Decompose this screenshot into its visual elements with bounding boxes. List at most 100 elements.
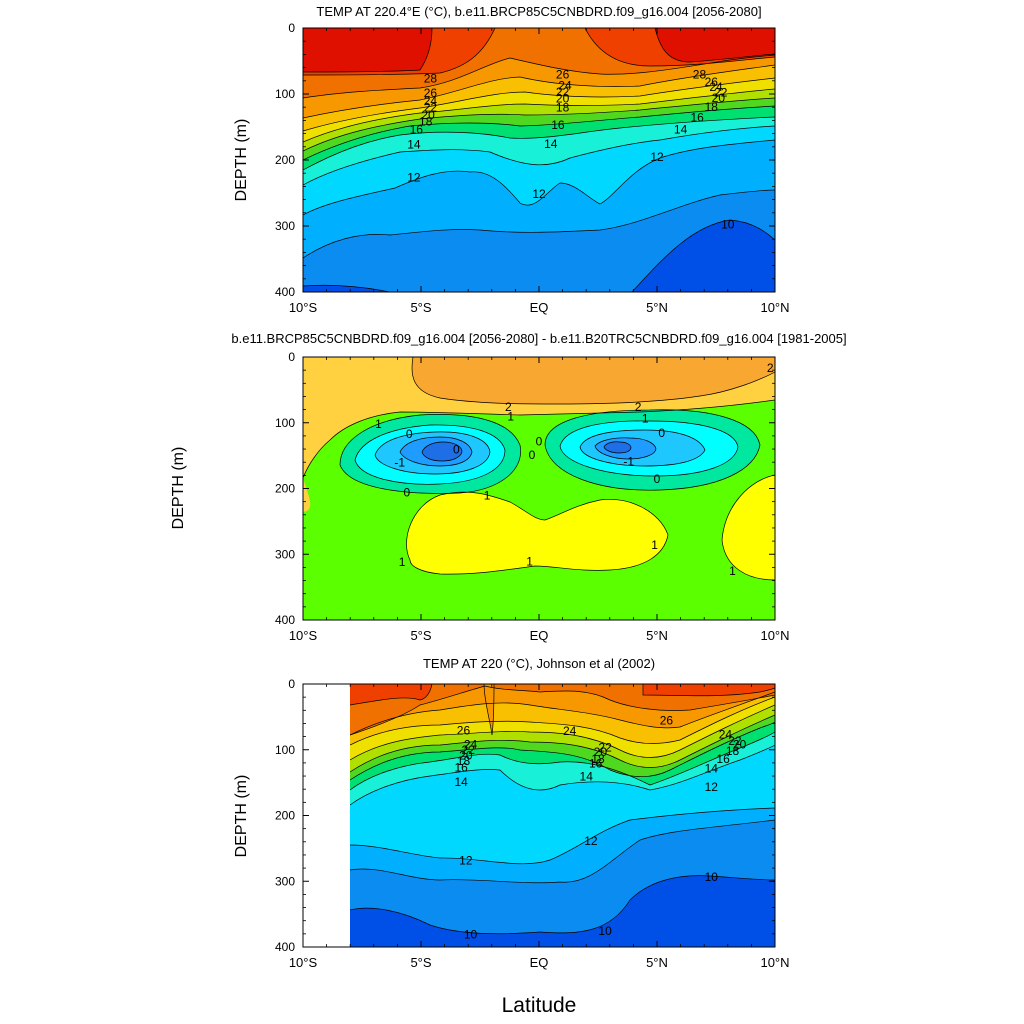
panel-1-contour-labels: 2826242220181614122624222018161412282624…: [407, 68, 735, 232]
isotherm-16: [303, 105, 775, 161]
panel-1-ylabel: DEPTH (m): [233, 119, 250, 202]
diff-contour-m2-west: [421, 441, 463, 462]
isotherm-29b: [654, 28, 775, 63]
obs-isotherm-27a: [350, 684, 433, 706]
contour-label: 2: [505, 400, 512, 414]
obs-isotherm-16: [350, 721, 775, 781]
contour-label: 2: [767, 361, 774, 375]
contour-label: 28: [693, 68, 707, 82]
figure-xlabel: Latitude: [502, 994, 577, 1017]
panel-3: TEMP AT 220 (°C), Johnson et al (2002): [233, 656, 790, 970]
contour-label: 10: [705, 870, 719, 884]
diff-band-neg-west-3: [422, 442, 462, 461]
contour-label: 26: [705, 75, 719, 89]
contour-label: 12: [532, 187, 546, 201]
contour-label: -1: [623, 454, 634, 468]
panel-3-filled-contours: 2624222018161412102422201816141210262422…: [350, 684, 775, 947]
obs-isotherm-24: [350, 691, 775, 736]
x-tick-label: 5°S: [410, 628, 431, 643]
panel-2-contour-lines: [303, 357, 775, 581]
diff-contour-1-east: [721, 474, 775, 581]
contour-label: 0: [403, 485, 410, 499]
contour-label: 16: [454, 760, 468, 774]
contour-label: 22: [424, 101, 438, 115]
isotherm-13: [303, 125, 775, 186]
contour-label: 22: [462, 743, 476, 757]
contour-label: 1: [507, 410, 514, 424]
contour-label: 14: [454, 775, 468, 789]
panel-2-ylabel: DEPTH (m): [170, 447, 187, 530]
diff-band-1-2-deep-south: [406, 492, 668, 575]
contour-label: 20: [556, 91, 570, 105]
diff-contour-2: [411, 357, 775, 405]
contour-label: 22: [728, 734, 742, 748]
temp-band-29-plus-east: [655, 28, 775, 62]
diff-contour-m15-west: [399, 436, 473, 467]
contour-label: 16: [410, 122, 424, 136]
obs-band-26-plus-east: [643, 684, 775, 696]
obs-isotherm-tongue: [483, 684, 495, 736]
contour-label: 12: [650, 150, 664, 164]
diff-contour-1-deep: [406, 491, 669, 575]
y-tick-label: 0: [288, 677, 295, 691]
x-tick-label: 10°S: [289, 300, 318, 315]
contour-label: 24: [563, 724, 577, 738]
y-tick-label: 400: [275, 285, 295, 299]
isotherm-12: [303, 139, 775, 216]
contour-label: 16: [716, 752, 730, 766]
isotherm-20: [303, 88, 775, 143]
contour-label: 16: [589, 756, 603, 770]
contour-label: 18: [705, 100, 719, 114]
contour-label: 14: [705, 762, 719, 776]
y-tick-label: 0: [288, 350, 295, 364]
contour-label: 20: [459, 748, 473, 762]
contour-label: 1: [642, 412, 649, 426]
obs-isotherm-11: [350, 819, 775, 884]
contour-label: 2: [635, 400, 642, 414]
contour-label: 24: [424, 94, 438, 108]
y-tick-label: 300: [275, 219, 295, 233]
isotherm-28a: [303, 28, 496, 76]
contour-label: 18: [726, 744, 740, 758]
panel-1-filled-contours: 2826242220181614122624222018161412282624…: [303, 28, 775, 292]
x-tick-label: 5°N: [646, 628, 668, 643]
y-tick-label: 200: [275, 482, 295, 496]
x-tick-label: EQ: [530, 955, 549, 970]
x-tick-label: 10°N: [760, 628, 789, 643]
y-tick-label: 200: [275, 809, 295, 823]
y-tick-label: 400: [275, 940, 295, 954]
contour-label: 0: [536, 435, 543, 449]
contour-label: 12: [584, 834, 598, 848]
x-tick-label: EQ: [530, 628, 549, 643]
contour-label: 1: [526, 554, 533, 568]
diff-contour-m1-east: [579, 429, 706, 467]
contour-label: -1: [394, 456, 405, 470]
contour-label: 20: [712, 91, 726, 105]
obs-band-26-plus: [350, 684, 775, 735]
contour-label: 26: [457, 724, 471, 738]
obs-isotherm-27b: [642, 684, 775, 697]
obs-isotherm-14: [350, 731, 775, 791]
obs-isotherm-26: [350, 685, 775, 736]
contour-label: 1: [729, 564, 736, 578]
contour-label: 0: [658, 426, 665, 440]
diff-band-1-2-west: [303, 478, 311, 512]
contour-label: 10: [598, 924, 612, 938]
x-tick-label: 10°S: [289, 955, 318, 970]
isotherm-10b: [631, 219, 775, 292]
isotherm-11: [303, 189, 775, 259]
contour-label: 14: [407, 138, 421, 152]
contour-label: 16: [690, 111, 704, 125]
contour-label: 12: [705, 780, 719, 794]
x-tick-label: 5°N: [646, 300, 668, 315]
y-tick-label: 100: [275, 87, 295, 101]
contour-label: 18: [457, 754, 471, 768]
contour-label: 0: [453, 443, 460, 457]
diff-contour-m15-east: [594, 437, 657, 460]
contour-label: 24: [558, 78, 572, 92]
diff-contour-0-west: [339, 414, 521, 494]
diff-contour-m1-west: [374, 431, 491, 475]
